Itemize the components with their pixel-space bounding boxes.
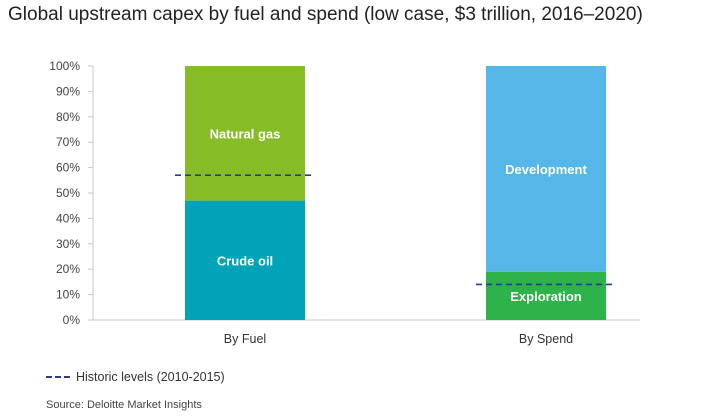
y-tick-label: 40% bbox=[56, 211, 80, 225]
y-tick-label: 60% bbox=[56, 161, 80, 175]
legend: Historic levels (2010-2015) bbox=[46, 369, 225, 385]
bar-segment-natural-gas bbox=[185, 66, 305, 201]
bar-segment-development bbox=[486, 66, 606, 272]
source-note: Source: Deloitte Market Insights bbox=[46, 399, 202, 411]
y-tick-label: 10% bbox=[56, 288, 80, 302]
bar-segment-crude-oil bbox=[185, 200, 305, 320]
y-tick-label: 80% bbox=[56, 110, 80, 124]
y-tick-label: 0% bbox=[63, 313, 81, 327]
legend-historic-label: Historic levels (2010-2015) bbox=[76, 370, 225, 384]
segment-label-natural-gas: Natural gas bbox=[210, 126, 281, 141]
segment-label-crude-oil: Crude oil bbox=[217, 253, 273, 268]
x-category-label: By Fuel bbox=[224, 332, 266, 346]
y-tick-label: 70% bbox=[56, 135, 80, 149]
y-tick-label: 30% bbox=[56, 237, 80, 251]
segment-label-development: Development bbox=[505, 162, 587, 177]
segment-label-exploration: Exploration bbox=[510, 289, 582, 304]
chart-title: Global upstream capex by fuel and spend … bbox=[8, 4, 643, 25]
legend-dashed-line-icon bbox=[46, 376, 70, 378]
x-category-label: By Spend bbox=[519, 332, 573, 346]
y-tick-label: 100% bbox=[49, 59, 80, 73]
y-tick-label: 20% bbox=[56, 262, 80, 276]
y-tick-label: 50% bbox=[56, 186, 80, 200]
y-tick-label: 90% bbox=[56, 84, 80, 98]
bar-segment-exploration bbox=[486, 271, 606, 320]
